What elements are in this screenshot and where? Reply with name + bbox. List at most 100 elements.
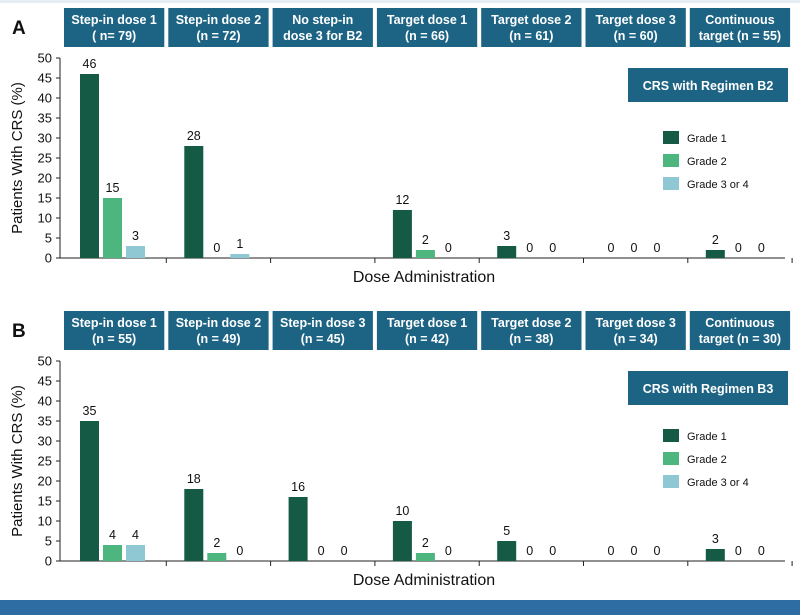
panel-b-bar-grade1 [288, 497, 308, 561]
panel-b-label: B [12, 321, 26, 342]
panel-b-category-label-line2: (n = 42) [405, 332, 449, 346]
panel-b-title-box [628, 371, 788, 405]
panel-b-category-label-line2: (n = 45) [301, 332, 345, 346]
panel-b-data-label: 0 [735, 544, 742, 558]
panel-b-y-tick-label: 0 [45, 554, 52, 569]
panel-a-y-tick-label: 35 [38, 111, 52, 126]
panel-a-x-axis-label: Dose Administration [353, 269, 495, 286]
panel-b-category-header-1 [64, 311, 165, 350]
panel-b-category-label-line2: target (n = 30) [699, 332, 781, 346]
panel-b-category-label-line2: (n = 34) [614, 332, 658, 346]
panel-a-category-header-4 [376, 8, 478, 47]
panel-a-data-label: 0 [758, 241, 765, 255]
panel-a-label: A [12, 18, 26, 39]
panel-b-legend-label: Grade 3 or 4 [687, 477, 749, 489]
panel-a-data-label: 46 [83, 57, 97, 71]
panel-a-category-label-line2: ( n= 79) [92, 29, 136, 43]
panel-b-bar-grade1 [392, 521, 412, 561]
panel-a-title: CRS with Regimen B2 [643, 79, 774, 93]
panel-a-data-label: 28 [187, 129, 201, 143]
panel-a-bar-grade1 [184, 146, 204, 258]
panel-a-data-label: 1 [236, 237, 243, 251]
panel-a-y-tick-label: 5 [45, 231, 52, 246]
panel-a-category-header-7 [689, 8, 791, 47]
panel-b-category-label-line2: (n = 38) [509, 332, 553, 346]
panel-b-y-tick-label: 45 [38, 374, 52, 389]
panel-b-data-label: 5 [503, 524, 510, 538]
panel-a-data-label: 2 [422, 233, 429, 247]
panel-b-category-header-4 [376, 311, 478, 350]
panel-a-legend-swatch-grade1 [663, 131, 679, 144]
panel-b-bar-grade3 [126, 545, 145, 561]
panel-b-category-header-3 [272, 311, 373, 350]
panel-a-category-header-2 [168, 8, 269, 47]
panel-b-data-label: 0 [526, 544, 533, 558]
panel-a-data-label: 0 [735, 241, 742, 255]
panel-b-category-label-line1: Continuous [705, 316, 774, 330]
panel-a-data-label: 0 [526, 241, 533, 255]
panel-b-y-tick-label: 30 [38, 434, 52, 449]
panel-b-category-label-line1: Target dose 2 [491, 316, 571, 330]
panel-a-category-header-1 [64, 8, 165, 47]
panel-b-data-label: 0 [631, 544, 638, 558]
panel-b-data-label: 0 [318, 544, 325, 558]
panel-a-category-label-line2: (n = 61) [509, 29, 553, 43]
panel-b-category-label-line1: Step-in dose 3 [280, 316, 365, 330]
panel-b-data-label: 0 [654, 544, 661, 558]
panel-a-data-label: 2 [712, 233, 719, 247]
panel-a-legend-swatch-grade3 [663, 177, 679, 190]
panel-b-bar-grade1 [184, 489, 204, 561]
panel-b-bar-grade2 [207, 553, 227, 561]
panel-b-y-axis-label: Patients With CRS (%) [9, 385, 26, 537]
panel-b-category-label-line1: Target dose 1 [387, 316, 467, 330]
panel-b-category-label-line1: Step-in dose 1 [71, 316, 156, 330]
panel-a-category-header-6 [585, 8, 686, 47]
panel-b-y-tick-label: 5 [45, 534, 52, 549]
panel-a-category-label-line2: (n = 60) [614, 29, 658, 43]
panel-a-bar-grade1 [80, 74, 99, 258]
panel-b-legend-swatch-grade1 [663, 429, 679, 442]
panel-b-legend-label: Grade 1 [687, 431, 727, 443]
panel-b-bar-grade1 [80, 421, 99, 561]
panel-b-y-tick-label: 50 [38, 354, 52, 369]
panel-a-bar-grade1 [497, 246, 517, 258]
panel-b-data-label: 0 [549, 544, 556, 558]
panel-b-title: CRS with Regimen B3 [643, 382, 774, 396]
panel-a-data-label: 0 [654, 241, 661, 255]
panel-a-bar-grade1 [705, 250, 725, 258]
panel-b-y-tick-label: 10 [38, 514, 52, 529]
panel-a-data-label: 0 [608, 241, 615, 255]
panel-a-bar-grade1 [392, 210, 412, 258]
panel-b-data-label: 2 [422, 536, 429, 550]
panel-a-y-tick-label: 10 [38, 211, 52, 226]
panel-b-data-label: 0 [608, 544, 615, 558]
panel-a-y-tick-label: 20 [38, 171, 52, 186]
panel-a-category-label-line2: (n = 72) [196, 29, 240, 43]
panel-a-category-label-line1: Target dose 3 [595, 13, 675, 27]
panel-b-data-label: 2 [213, 536, 220, 550]
panel-b-category-label-line2: (n = 49) [196, 332, 240, 346]
panel-a-data-label: 15 [106, 181, 120, 195]
panel-a-y-tick-label: 45 [38, 71, 52, 86]
panel-a-bar-grade3 [230, 254, 250, 258]
panel-b-data-label: 0 [236, 544, 243, 558]
panel-a-category-label-line2: dose 3 for B2 [283, 29, 362, 43]
top-band [0, 0, 800, 3]
bottom-band [0, 600, 800, 615]
panel-a-data-label: 0 [445, 241, 452, 255]
panel-a-legend-swatch-grade2 [663, 154, 679, 167]
panel-b-category-header-2 [168, 311, 269, 350]
panel-a-data-label: 0 [631, 241, 638, 255]
panel-b-y-tick-label: 35 [38, 414, 52, 429]
panel-b-y-tick-label: 40 [38, 394, 52, 409]
panel-b-data-label: 35 [83, 404, 97, 418]
panel-a-data-label: 3 [503, 229, 510, 243]
panel-b-data-label: 4 [109, 528, 116, 542]
panel-b-data-label: 0 [758, 544, 765, 558]
panel-a-bar-grade3 [126, 246, 145, 258]
panel-b-category-label-line1: Target dose 3 [595, 316, 675, 330]
panel-b-category-header-5 [481, 311, 582, 350]
panel-b-data-label: 4 [132, 528, 139, 542]
panel-b-data-label: 16 [291, 480, 305, 494]
